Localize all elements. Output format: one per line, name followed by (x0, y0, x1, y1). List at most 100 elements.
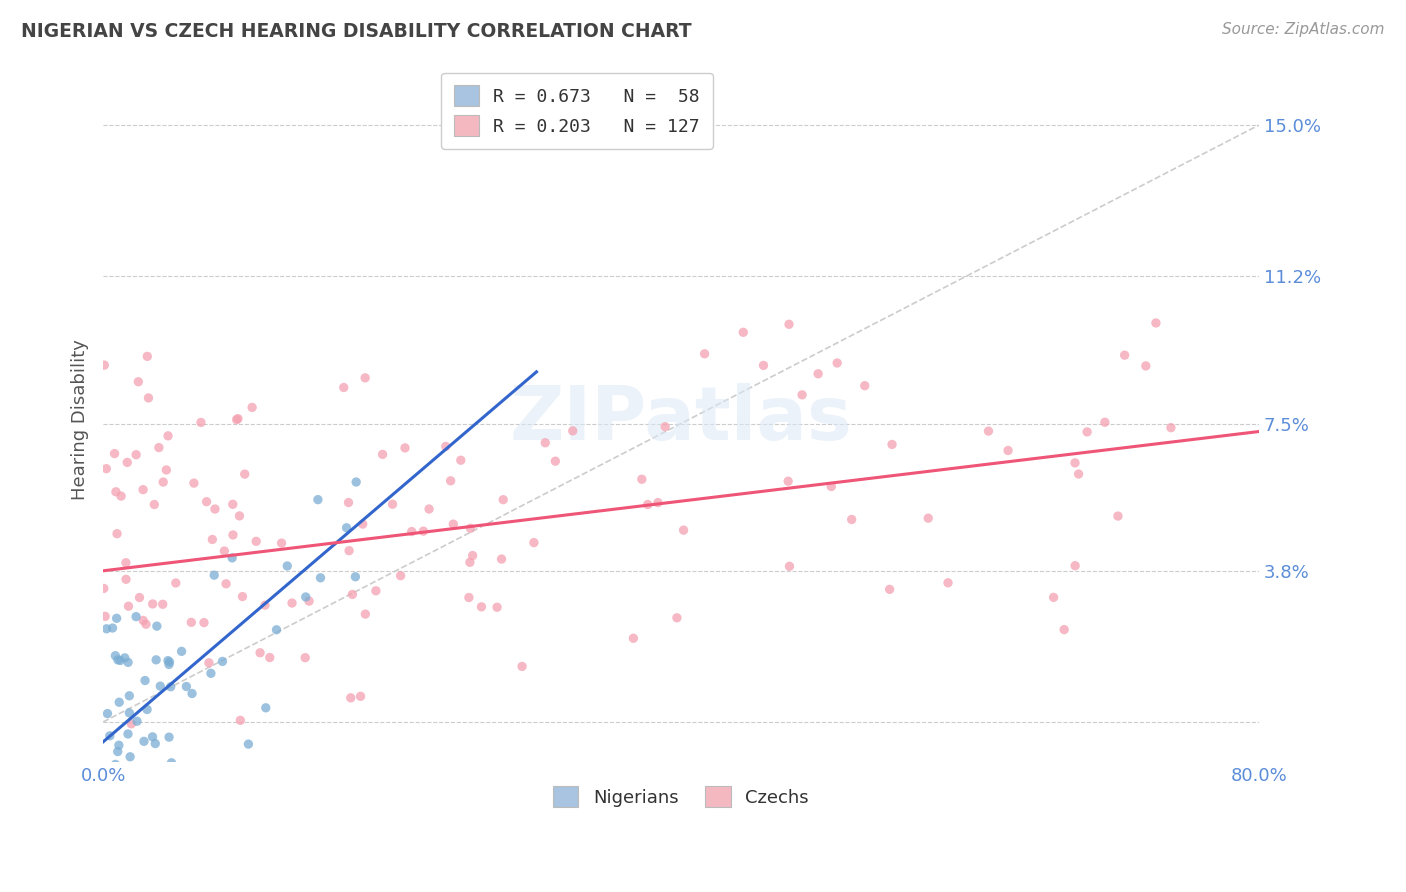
Point (142, 597, 165, 611)
Point (214, 544, 236, 558)
Point (117, 455, 139, 469)
Point (125, 714, 148, 729)
Point (342, 587, 364, 601)
Point (105, 611, 128, 625)
Point (132, 483, 155, 497)
Point (1064, 456, 1087, 470)
Point (152, 597, 174, 611)
Point (238, 737, 260, 751)
Point (100, 763, 122, 777)
Point (1076, 425, 1098, 439)
Point (1160, 420, 1182, 434)
Point (117, 599, 139, 614)
Point (157, 730, 180, 744)
Point (254, 700, 277, 714)
Point (254, 598, 277, 612)
Point (630, 472, 652, 486)
Point (118, 689, 141, 703)
Point (202, 568, 225, 582)
Point (104, 757, 127, 772)
Point (103, 447, 125, 461)
Point (97, 763, 120, 777)
Point (461, 549, 484, 563)
Point (108, 695, 131, 709)
Point (752, 359, 775, 373)
Point (233, 467, 256, 482)
Point (94, 763, 117, 777)
Point (193, 615, 215, 630)
Point (510, 659, 533, 673)
Point (231, 590, 253, 604)
Point (879, 582, 901, 597)
Point (181, 686, 204, 700)
Point (114, 651, 136, 665)
Point (157, 429, 180, 443)
Point (820, 479, 842, 493)
Point (335, 521, 357, 535)
Point (222, 528, 245, 542)
Point (187, 759, 209, 773)
Point (779, 559, 801, 574)
Point (96, 622, 118, 636)
Point (1042, 591, 1064, 605)
Point (222, 497, 245, 511)
Point (138, 391, 160, 405)
Point (104, 648, 127, 663)
Point (441, 517, 464, 532)
Point (486, 600, 509, 615)
Point (412, 524, 434, 538)
Point (180, 615, 202, 630)
Point (146, 619, 169, 633)
Point (997, 443, 1019, 458)
Point (149, 679, 172, 693)
Point (93, 358, 115, 372)
Point (853, 378, 876, 392)
Point (298, 594, 321, 608)
Point (107, 763, 129, 777)
Point (145, 653, 167, 667)
Point (110, 489, 132, 503)
Point (211, 654, 233, 668)
Point (110, 653, 132, 667)
Point (128, 591, 150, 605)
Point (240, 401, 263, 415)
Point (165, 576, 187, 591)
Point (259, 650, 281, 665)
Point (276, 558, 298, 573)
Point (1144, 316, 1167, 330)
Point (458, 555, 481, 569)
Point (354, 371, 377, 385)
Point (294, 650, 316, 665)
Point (190, 416, 212, 430)
Point (204, 502, 226, 516)
Point (159, 680, 181, 694)
Point (1064, 558, 1087, 573)
Point (160, 756, 183, 770)
Point (93, 763, 115, 777)
Point (450, 453, 472, 467)
Point (394, 441, 416, 455)
Point (108, 738, 131, 752)
Point (352, 517, 374, 532)
Point (101, 621, 124, 635)
Y-axis label: Hearing Disability: Hearing Disability (72, 339, 89, 500)
Point (491, 552, 513, 566)
Point (266, 623, 288, 637)
Point (418, 502, 440, 516)
Point (647, 495, 669, 509)
Point (534, 435, 557, 450)
Point (457, 591, 479, 605)
Point (1107, 509, 1129, 524)
Point (371, 447, 394, 461)
Point (389, 568, 412, 582)
Point (98, 729, 121, 743)
Point (201, 533, 224, 547)
Point (135, 617, 157, 632)
Point (733, 326, 755, 340)
Point (120, 717, 142, 731)
Point (309, 571, 332, 585)
Point (778, 318, 800, 332)
Point (665, 611, 688, 625)
Point (249, 646, 271, 660)
Point (1114, 348, 1136, 362)
